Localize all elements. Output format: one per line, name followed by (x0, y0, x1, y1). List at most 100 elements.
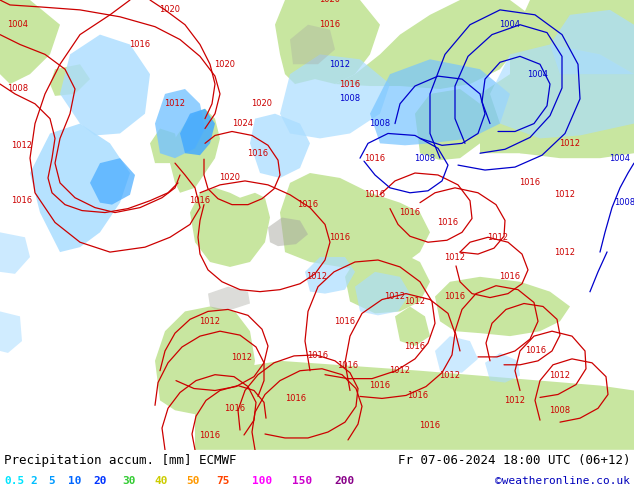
Polygon shape (395, 306, 430, 346)
Text: 75: 75 (216, 476, 230, 486)
Text: 1016: 1016 (370, 381, 391, 390)
Polygon shape (250, 114, 310, 178)
Text: Precipitation accum. [mm] ECMWF: Precipitation accum. [mm] ECMWF (4, 454, 236, 467)
Polygon shape (290, 24, 335, 64)
Text: 1012: 1012 (164, 99, 186, 108)
Text: 1012: 1012 (306, 272, 328, 281)
Text: 1012: 1012 (444, 252, 465, 262)
Text: 1012: 1012 (550, 371, 571, 380)
Polygon shape (155, 89, 205, 158)
Text: 1012: 1012 (555, 247, 576, 257)
Polygon shape (208, 287, 250, 310)
Text: 1008: 1008 (370, 119, 391, 128)
Polygon shape (280, 54, 390, 138)
Polygon shape (190, 188, 270, 267)
Polygon shape (435, 336, 478, 373)
Text: 1016: 1016 (408, 391, 429, 400)
Polygon shape (155, 306, 255, 415)
Polygon shape (170, 109, 220, 193)
Polygon shape (435, 277, 570, 336)
Text: 1016: 1016 (420, 420, 441, 430)
Text: 1016: 1016 (190, 196, 210, 205)
Text: 1012: 1012 (439, 371, 460, 380)
Text: 1004: 1004 (527, 70, 548, 79)
Text: 1016: 1016 (11, 196, 32, 205)
Text: 1016: 1016 (320, 20, 340, 29)
Polygon shape (280, 173, 430, 272)
Polygon shape (0, 312, 22, 353)
Text: ©weatheronline.co.uk: ©weatheronline.co.uk (495, 476, 630, 486)
Text: 1016: 1016 (335, 317, 356, 326)
Text: 1016: 1016 (330, 233, 351, 242)
Polygon shape (275, 0, 380, 84)
Text: 100: 100 (252, 476, 272, 486)
Polygon shape (480, 74, 530, 153)
Text: 1012: 1012 (559, 139, 581, 148)
Text: 1016: 1016 (285, 394, 307, 403)
Polygon shape (150, 128, 178, 163)
Text: 1012: 1012 (404, 297, 425, 306)
Text: 1016: 1016 (526, 346, 547, 355)
Text: 1016: 1016 (365, 154, 385, 163)
Text: 1016: 1016 (399, 208, 420, 217)
Text: 1012: 1012 (330, 60, 351, 69)
Polygon shape (355, 272, 410, 316)
Text: 10: 10 (68, 476, 82, 486)
Text: 1016: 1016 (365, 190, 385, 199)
Text: 1024: 1024 (233, 119, 254, 128)
Polygon shape (305, 257, 355, 294)
Text: 1012: 1012 (384, 292, 406, 301)
Text: 1016: 1016 (500, 272, 521, 281)
Polygon shape (510, 0, 634, 158)
Text: 2: 2 (30, 476, 37, 486)
Text: 1016: 1016 (247, 149, 269, 158)
Text: 1012: 1012 (200, 317, 221, 326)
Text: 1016: 1016 (519, 178, 541, 187)
Polygon shape (335, 0, 530, 89)
Polygon shape (90, 158, 135, 205)
Text: 1016: 1016 (224, 404, 245, 413)
Text: 1004: 1004 (609, 154, 630, 163)
Text: 1016: 1016 (444, 292, 465, 301)
Polygon shape (195, 361, 634, 450)
Text: 1020: 1020 (160, 5, 181, 14)
Polygon shape (485, 353, 520, 383)
Text: 1016: 1016 (307, 351, 328, 361)
Polygon shape (60, 35, 150, 135)
Text: Fr 07-06-2024 18:00 UTC (06+12): Fr 07-06-2024 18:00 UTC (06+12) (398, 454, 630, 467)
Text: 1020: 1020 (252, 99, 273, 108)
Text: 1008: 1008 (339, 95, 361, 103)
Text: 40: 40 (154, 476, 167, 486)
Text: 1016: 1016 (200, 432, 221, 441)
Polygon shape (550, 10, 634, 74)
Text: 1012: 1012 (488, 233, 508, 242)
Text: 1008: 1008 (614, 198, 634, 207)
Text: 1008: 1008 (415, 154, 436, 163)
Text: 1012: 1012 (11, 141, 32, 150)
Text: 30: 30 (122, 476, 136, 486)
Text: 1012: 1012 (231, 353, 252, 363)
Polygon shape (490, 45, 634, 138)
Text: 1016: 1016 (339, 79, 361, 89)
Text: 0.5: 0.5 (4, 476, 24, 486)
Polygon shape (370, 59, 510, 146)
Text: 200: 200 (334, 476, 354, 486)
Text: 1020: 1020 (214, 60, 235, 69)
Text: 1016: 1016 (297, 200, 318, 209)
Polygon shape (268, 218, 308, 246)
Text: 1004: 1004 (500, 20, 521, 29)
Polygon shape (0, 0, 60, 84)
Polygon shape (180, 109, 215, 155)
Text: 1008: 1008 (550, 406, 571, 415)
Polygon shape (415, 89, 480, 160)
Polygon shape (0, 232, 30, 274)
Text: 5: 5 (48, 476, 55, 486)
Text: 1016: 1016 (437, 218, 458, 227)
Text: 1004: 1004 (8, 20, 29, 29)
Text: 1012: 1012 (505, 396, 526, 405)
Polygon shape (50, 64, 90, 96)
Text: 1020: 1020 (219, 173, 240, 182)
Text: 50: 50 (186, 476, 200, 486)
Text: 1016: 1016 (129, 40, 150, 49)
Text: 1012: 1012 (389, 366, 410, 375)
